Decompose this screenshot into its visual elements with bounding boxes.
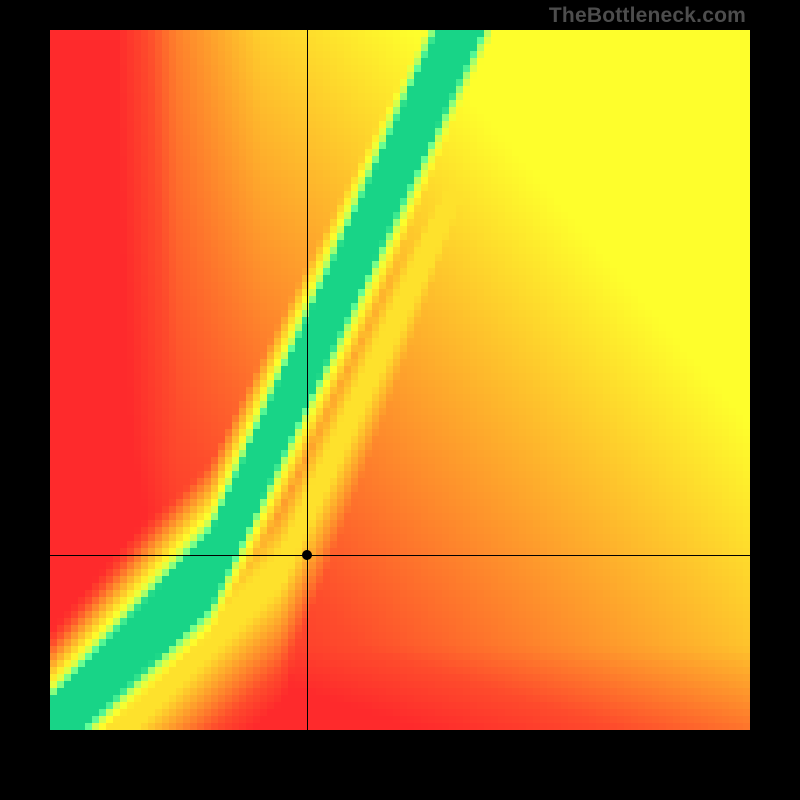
chart-container: { "watermark": "TheBottleneck.com", "plo… [0, 0, 800, 800]
crosshair-point [302, 550, 312, 560]
watermark-text: TheBottleneck.com [549, 4, 746, 28]
bottleneck-heatmap [50, 30, 750, 730]
